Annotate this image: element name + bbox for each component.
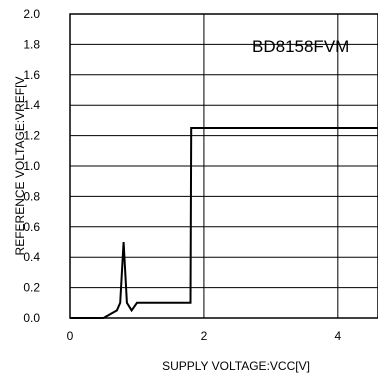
- y-tick-label: 1.6: [23, 68, 40, 82]
- x-tick-label: 2: [201, 329, 208, 343]
- x-axis-label: SUPPLY VOLTAGE:VCC[V]: [162, 359, 310, 373]
- y-tick-label: 1.2: [23, 129, 40, 143]
- y-tick-label: 1.0: [23, 159, 40, 173]
- y-tick-label: 1.4: [23, 98, 40, 112]
- y-tick-label: 1.8: [23, 37, 40, 51]
- grid: [69, 13, 378, 319]
- y-tick-label: 0.4: [23, 250, 40, 264]
- y-tick-label: 0.0: [23, 311, 40, 325]
- plot-frame: [69, 13, 378, 319]
- x-tick-label: 4: [334, 329, 341, 343]
- x-tick-labels: 0 2 4: [67, 329, 342, 343]
- series-line: [70, 127, 378, 319]
- y-tick-labels: 0.0 0.2 0.4 0.6 0.8 1.0 1.2 1.4 1.6 1.8 2.0: [23, 7, 40, 325]
- x-tick-label: 0: [67, 329, 74, 343]
- y-tick-label: 0.6: [23, 220, 40, 234]
- y-tick-label: 2.0: [23, 7, 40, 21]
- y-tick-label: 0.8: [23, 189, 40, 203]
- y-tick-label: 0.2: [23, 281, 40, 295]
- y-axis-label: REFERENCE VOLTAGE:VREF[V: [13, 77, 27, 256]
- chart-annotation: BD8158FVM: [252, 37, 349, 56]
